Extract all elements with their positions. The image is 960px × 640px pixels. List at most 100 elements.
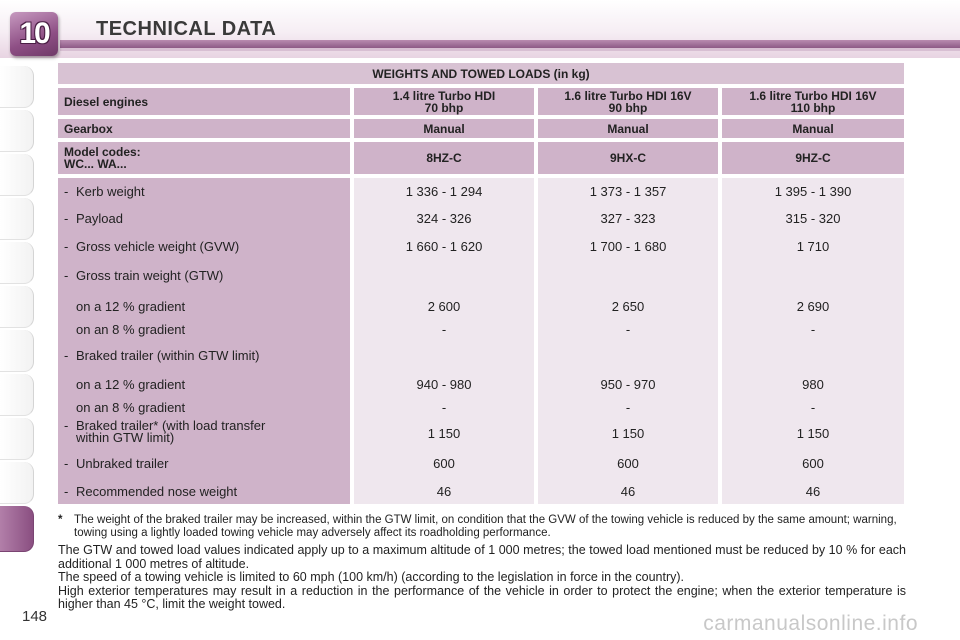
cell-value: 2 650 bbox=[611, 299, 645, 314]
row-label: - Gross train weight (GTW) bbox=[58, 268, 350, 283]
row-label-text: on an 8 % gradient bbox=[76, 322, 186, 337]
row-label: - Unbraked trailer bbox=[58, 456, 350, 471]
cell-value: 46 bbox=[620, 484, 636, 499]
row-label: on a 12 % gradient bbox=[58, 299, 350, 314]
cell-value: 46 bbox=[436, 484, 452, 499]
cell-value: 2 600 bbox=[427, 299, 461, 314]
page-header: 10 TECHNICAL DATA bbox=[0, 0, 960, 58]
cell-value: 327 - 323 bbox=[600, 211, 656, 226]
cell-value: 1 710 bbox=[796, 239, 830, 254]
row-bullet-dash: - bbox=[64, 348, 69, 363]
row-label-text: Kerb weight bbox=[76, 184, 145, 199]
row-bullet-dash: - bbox=[64, 239, 69, 254]
cell-value: 1 700 - 1 680 bbox=[589, 239, 667, 254]
side-tab[interactable] bbox=[0, 286, 34, 328]
table-title: WEIGHTS AND TOWED LOADS (in kg) bbox=[58, 63, 904, 84]
side-tab[interactable] bbox=[0, 330, 34, 372]
row-label: on an 8 % gradient bbox=[58, 400, 350, 415]
header-band-shadow bbox=[60, 48, 960, 51]
notes-paragraphs: The GTW and towed load values indicated … bbox=[58, 543, 906, 612]
row-label-text: Braked trailer* (with load transfer bbox=[76, 418, 266, 433]
cell-value: 324 - 326 bbox=[416, 211, 472, 226]
row-bullet-dash: - bbox=[64, 456, 69, 471]
row-bullet-dash: - bbox=[64, 418, 69, 433]
cell-value: 1 150 bbox=[611, 426, 645, 441]
engine-col-2: 1.6 litre Turbo HDI 16V 90 bhp bbox=[538, 88, 718, 115]
row-label: - Gross vehicle weight (GVW) bbox=[58, 239, 350, 254]
row-bullet-dash: - bbox=[64, 268, 69, 283]
cell-value: - bbox=[810, 400, 816, 415]
side-tab-active[interactable] bbox=[0, 506, 34, 552]
chapter-number-badge: 10 bbox=[10, 12, 58, 56]
row-labels-column: - Kerb weight - Payload - Gross vehicle weigh… bbox=[58, 178, 350, 504]
side-tab[interactable] bbox=[0, 462, 34, 504]
gearbox-row: Gearbox Manual Manual Manual bbox=[58, 119, 904, 138]
cell-value: 940 - 980 bbox=[416, 377, 472, 392]
side-tab[interactable] bbox=[0, 198, 34, 240]
model-code-value: 9HX-C bbox=[538, 142, 718, 174]
row-bullet-dash: - bbox=[64, 484, 69, 499]
model-codes-label-line2: WC... WA... bbox=[64, 157, 127, 171]
engine-1-line2: 70 bhp bbox=[424, 100, 464, 115]
cell-value: 950 - 970 bbox=[600, 377, 656, 392]
header-band bbox=[60, 40, 960, 48]
side-tab[interactable] bbox=[0, 374, 34, 416]
model-codes-label-line1: Model codes: bbox=[64, 145, 141, 159]
row-label: - Braked trailer* (with load transfer with… bbox=[58, 418, 350, 445]
engine-3-line2: 110 bhp bbox=[790, 100, 836, 115]
watermark: carmanualsonline.info bbox=[703, 612, 918, 635]
row-label: - Recommended nose weight bbox=[58, 484, 350, 499]
gearbox-value: Manual bbox=[538, 119, 718, 138]
note-paragraph: The GTW and towed load values indicated … bbox=[58, 543, 906, 571]
side-tab[interactable] bbox=[0, 418, 34, 460]
table-body: - Kerb weight - Payload - Gross vehicle weigh… bbox=[58, 178, 904, 504]
cell-value: 600 bbox=[433, 456, 455, 471]
row-label-text: Payload bbox=[76, 211, 123, 226]
row-label-text: on a 12 % gradient bbox=[76, 377, 186, 392]
row-label: on an 8 % gradient bbox=[58, 322, 350, 337]
row-label: - Braked trailer (within GTW limit) bbox=[58, 348, 350, 363]
cell-value: 1 660 - 1 620 bbox=[405, 239, 483, 254]
footnote-text: The weight of the braked trailer may be … bbox=[74, 514, 897, 539]
cell-value: 46 bbox=[805, 484, 821, 499]
engines-label: Diesel engines bbox=[58, 88, 350, 115]
cell-value: 1 373 - 1 357 bbox=[589, 184, 667, 199]
engine-2-line2: 90 bhp bbox=[608, 100, 648, 115]
row-label-text: on a 12 % gradient bbox=[76, 299, 186, 314]
cell-value: 600 bbox=[802, 456, 824, 471]
cell-value: 2 690 bbox=[796, 299, 830, 314]
engine-2-line1: 1.6 litre Turbo HDI 16V bbox=[564, 88, 692, 103]
gearbox-label: Gearbox bbox=[58, 119, 350, 138]
cell-value: 1 336 - 1 294 bbox=[405, 184, 483, 199]
gearbox-value: Manual bbox=[722, 119, 904, 138]
values-column-3: 1 395 - 1 390 315 - 320 1 710 2 690 - 980 - 1 1… bbox=[722, 178, 904, 504]
cell-value: 980 bbox=[802, 377, 824, 392]
engine-col-3: 1.6 litre Turbo HDI 16V 110 bhp bbox=[722, 88, 904, 115]
row-label-text-line2: within GTW limit) bbox=[76, 430, 175, 445]
model-codes-label: Model codes: WC... WA... bbox=[58, 142, 350, 174]
model-code-value: 8HZ-C bbox=[354, 142, 534, 174]
page-number: 148 bbox=[22, 608, 48, 625]
side-tab[interactable] bbox=[0, 66, 34, 108]
cell-value: 1 150 bbox=[427, 426, 461, 441]
side-tab[interactable] bbox=[0, 242, 34, 284]
row-label-text: Gross vehicle weight (GVW) bbox=[76, 239, 240, 254]
cell-value: - bbox=[625, 322, 631, 337]
cell-value: 315 - 320 bbox=[785, 211, 841, 226]
note-paragraph: High exterior temperatures may result in… bbox=[58, 583, 906, 611]
engine-col-1: 1.4 litre Turbo HDI 70 bhp bbox=[354, 88, 534, 115]
side-tab[interactable] bbox=[0, 110, 34, 152]
cell-value: 600 bbox=[617, 456, 639, 471]
engines-row: Diesel engines 1.4 litre Turbo HDI 70 bh… bbox=[58, 88, 904, 115]
row-label-text: Gross train weight (GTW) bbox=[76, 268, 224, 283]
chapter-title: TECHNICAL DATA bbox=[96, 18, 277, 40]
row-bullet-dash: - bbox=[64, 211, 69, 226]
footnote: * The weight of the braked trailer may b… bbox=[58, 514, 906, 540]
row-bullet-dash: - bbox=[64, 184, 69, 199]
values-column-1: 1 336 - 1 294 324 - 326 1 660 - 1 620 2 600… bbox=[354, 178, 534, 504]
side-tab[interactable] bbox=[0, 154, 34, 196]
note-paragraph: The speed of a towing vehicle is limited… bbox=[58, 570, 685, 584]
row-label-text: Braked trailer (within GTW limit) bbox=[76, 348, 260, 363]
footnote-marker: * bbox=[58, 514, 63, 526]
chapter-side-tabs bbox=[0, 66, 34, 586]
